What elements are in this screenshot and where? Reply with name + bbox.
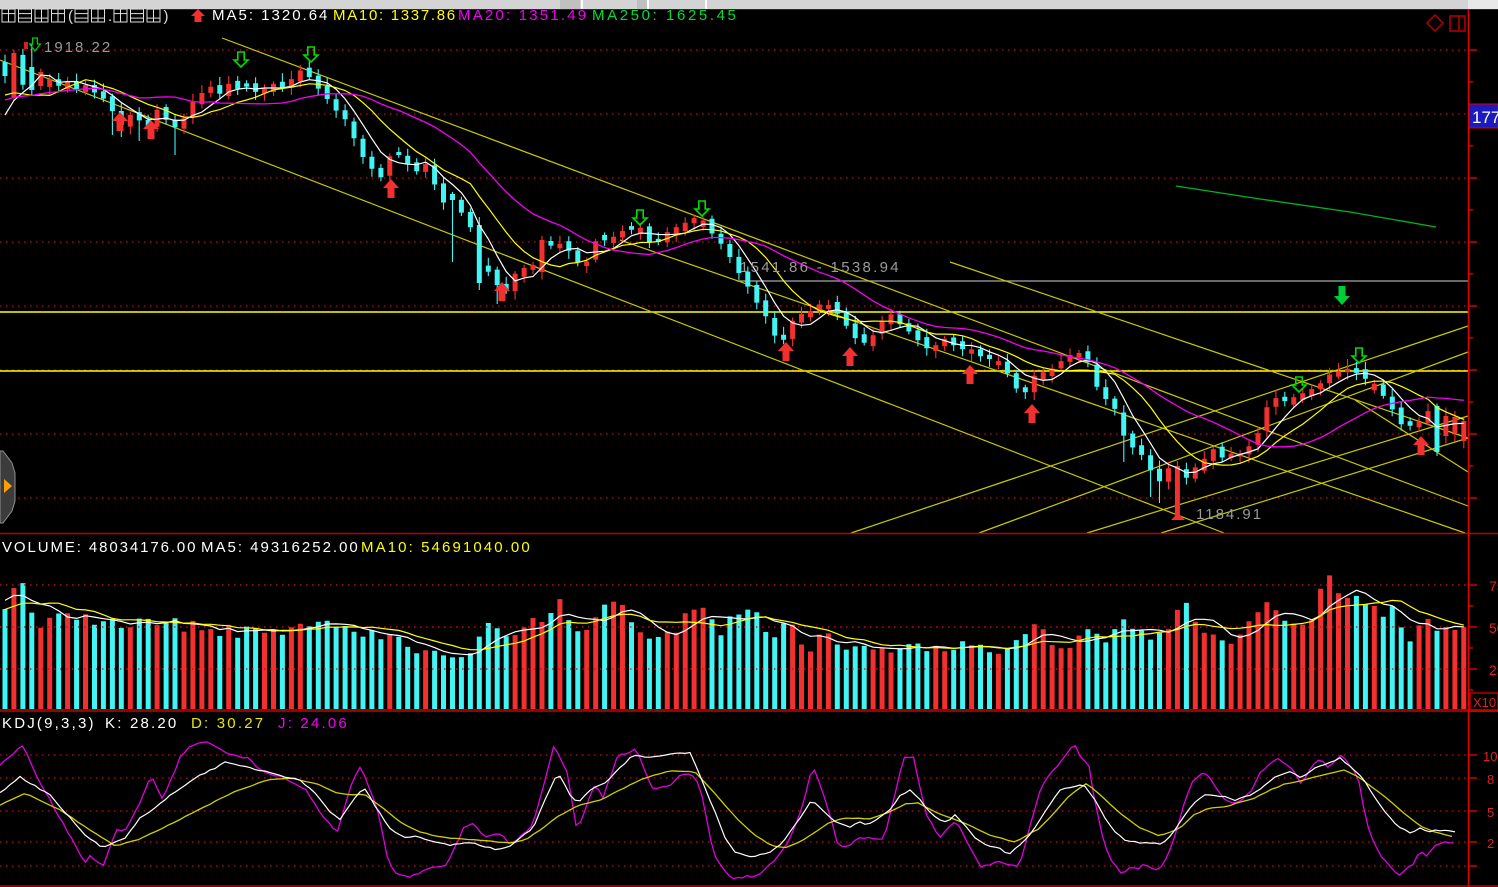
svg-text:1184.91: 1184.91 xyxy=(1196,506,1263,523)
svg-text:(: ( xyxy=(68,8,73,25)
svg-text:177: 177 xyxy=(1472,108,1498,127)
svg-text:2: 2 xyxy=(1487,836,1494,851)
svg-text:1918.22: 1918.22 xyxy=(44,39,112,56)
svg-text:1541.86 - 1538.94: 1541.86 - 1538.94 xyxy=(740,259,901,276)
svg-text:.: . xyxy=(108,8,112,25)
svg-text:10: 10 xyxy=(1483,749,1497,764)
svg-text:50: 50 xyxy=(1489,620,1498,636)
svg-text:25: 25 xyxy=(1489,662,1498,678)
svg-text:): ) xyxy=(164,8,169,25)
svg-text:8: 8 xyxy=(1487,772,1494,787)
svg-text:5: 5 xyxy=(1487,805,1494,820)
svg-text:75: 75 xyxy=(1489,578,1498,594)
svg-text:X10: X10 xyxy=(1473,695,1496,710)
